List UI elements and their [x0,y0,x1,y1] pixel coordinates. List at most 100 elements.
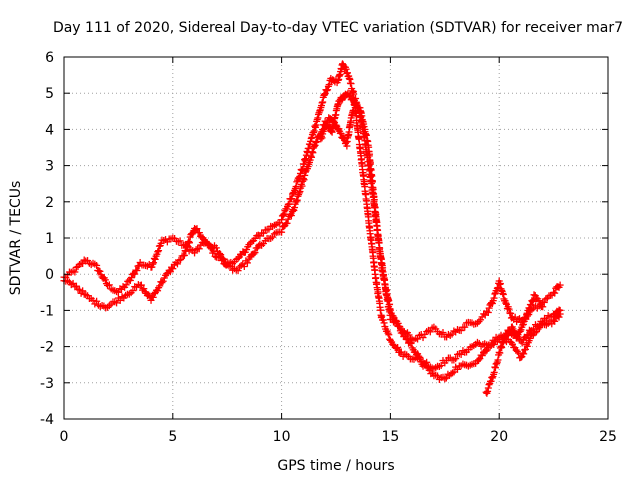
data-point [484,387,492,395]
data-point [93,297,101,305]
data-point [158,279,166,287]
data-point [337,130,345,138]
data-point [149,260,157,268]
data-point [505,305,513,313]
data-point [133,267,141,275]
y-tick-label: -4 [40,412,54,428]
data-point [522,315,530,323]
data-point [482,388,490,396]
data-point [556,310,564,318]
data-point [185,239,193,247]
data-point [251,249,259,257]
data-point [248,237,256,245]
data-point [291,204,299,212]
data-point [131,270,139,278]
data-point [478,352,486,360]
data-point [183,243,191,251]
data-point [312,138,320,146]
data-point [140,285,148,293]
x-tick-label: 20 [490,429,508,445]
data-point [416,353,424,361]
data-point [461,323,469,331]
data-point [342,138,350,146]
data-point [278,216,286,224]
data-point [295,189,303,197]
data-point [490,294,498,302]
y-tick-label: 1 [45,231,54,247]
data-point [501,335,509,343]
data-point [475,356,483,364]
data-point [105,281,113,289]
data-point [234,267,242,275]
data-point [523,312,531,320]
data-point [308,148,316,156]
data-point [441,375,449,383]
x-tick-labels: 0 5 10 15 20 25 [60,429,617,445]
data-point [528,330,536,338]
y-tick-label: 5 [45,86,54,102]
data-point [292,183,300,191]
data-point [149,293,157,301]
data-point [122,281,130,289]
data-point [324,86,332,94]
data-point [74,285,82,293]
data-point [529,298,537,306]
data-point [129,287,137,295]
data-point [127,274,135,282]
data-point [555,313,563,321]
data-point [556,281,564,289]
y-axis-label: SDTVAR / TECUs [8,181,24,296]
data-point [301,171,309,179]
data-point [457,350,465,358]
x-tick-label: 15 [381,429,399,445]
data-point [298,182,306,190]
data-point [485,304,493,312]
y-tick-label: -2 [40,340,54,356]
data-point [217,251,225,259]
data-point [71,268,79,276]
data-point [295,174,303,182]
y-tick-label: 2 [45,195,54,211]
data-point [141,288,149,296]
data-point [243,259,251,267]
data-point [386,336,394,344]
data-point [218,254,226,262]
data-point [177,256,185,264]
data-point [76,261,84,269]
y-tick-label: 4 [45,122,54,138]
data-point [321,90,329,98]
data-point [452,355,460,363]
data-point [539,303,547,311]
data-point [180,251,188,259]
data-point [523,310,531,318]
data-point [250,250,258,258]
data-point [516,327,524,335]
y-tick-label: 6 [45,50,54,66]
data-point [405,331,413,339]
data-point [150,259,158,267]
data-point [89,296,97,304]
data-point [519,320,527,328]
data-point [288,190,296,198]
data-point [494,335,502,343]
data-point [192,246,200,254]
data-point [240,262,248,270]
data-point [513,347,521,355]
chart-title: Day 111 of 2020, Sidereal Day-to-day VTE… [53,20,623,36]
data-point [323,87,331,95]
data-point [531,329,539,337]
data-point [542,295,550,303]
data-point [313,137,321,145]
data-point [330,117,338,125]
data-point [113,299,121,307]
y-tick-label: -1 [40,303,54,319]
data-point [523,342,531,350]
data-point [342,65,350,73]
data-point [193,225,201,233]
data-point [535,297,543,305]
data-point [155,247,163,255]
data-point [116,296,124,304]
data-point [392,344,400,352]
data-point [517,353,525,361]
data-point [378,312,386,320]
